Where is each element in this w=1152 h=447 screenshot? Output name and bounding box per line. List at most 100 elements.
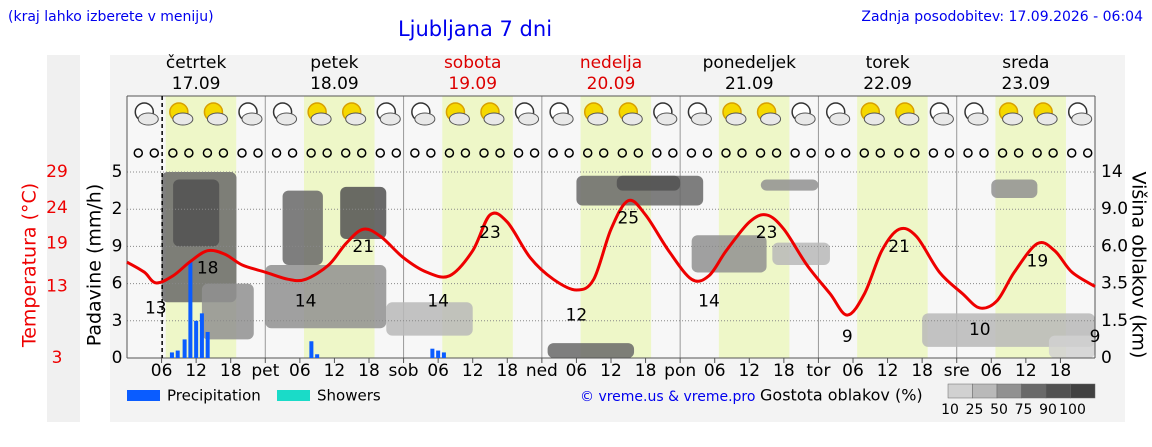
y-label: Temperatura (°C) (19, 183, 41, 348)
y2-label: Višina oblakov (km) (1128, 172, 1150, 359)
wind-mark (253, 148, 263, 158)
wind-mark (460, 148, 471, 158)
day-date: 22.09 (863, 74, 912, 94)
day-name: ponedeljek (703, 53, 797, 73)
cloud-icon (172, 112, 194, 126)
cloud-icon (483, 112, 505, 126)
wind-mark (859, 148, 870, 158)
y-tick-label: 13 (46, 276, 68, 296)
x-tick-label: 18 (773, 361, 795, 381)
precip-bar (175, 350, 180, 358)
x-tick-label: pet (251, 361, 279, 381)
density-tick-label: 50 (990, 402, 1008, 418)
extremum-label: 9 (1090, 327, 1101, 347)
precip-bar (441, 352, 446, 358)
wind-mark (840, 148, 851, 158)
density-swatch (1070, 383, 1096, 399)
cloud-icon (518, 112, 540, 126)
cloud-icon (725, 112, 747, 126)
wind-mark (548, 148, 558, 158)
precip-bar (315, 354, 320, 358)
cloud-icon (863, 112, 885, 126)
wind-mark (702, 148, 713, 158)
daylight (580, 96, 652, 358)
y-tick-label: 29 (46, 162, 68, 182)
x-tick-label: sre (944, 361, 970, 381)
precip-tick-label: 2 (112, 199, 123, 219)
cloud-icon (552, 112, 574, 126)
wind-mark (322, 148, 332, 158)
precip-tick-label: 3 (112, 311, 123, 331)
precip-bar (199, 313, 204, 358)
day-date: 18.09 (310, 74, 359, 94)
x-tick-label: 18 (635, 361, 657, 381)
wind-mark (790, 148, 800, 158)
x-tick-label: 12 (462, 361, 484, 381)
wind-mark (824, 148, 835, 158)
cloud-icon (1002, 112, 1024, 126)
x-tick-label: 18 (220, 361, 242, 381)
x-tick-label: 12 (185, 361, 207, 381)
temperature-line (126, 198, 1096, 317)
wind-mark (944, 148, 955, 158)
wind-mark (894, 148, 904, 158)
extremum-label: 14 (698, 291, 720, 311)
wind-mark (133, 148, 144, 158)
density-swatch (1021, 383, 1047, 399)
x-tick-label: 06 (842, 361, 864, 381)
day-date: 20.09 (587, 74, 636, 94)
wind-mark (910, 148, 920, 158)
cloud-icon (760, 112, 782, 126)
precip-bar (194, 320, 199, 358)
x-tick-label: 18 (496, 361, 518, 381)
day-name: petek (310, 53, 358, 73)
x-tick-label: 18 (1050, 361, 1072, 381)
cloud-icon (276, 112, 298, 126)
extremum-label: 18 (197, 259, 219, 279)
density-swatch (947, 383, 973, 399)
extremum-label: 14 (427, 291, 449, 311)
left-strip (47, 55, 80, 422)
wind-mark (356, 148, 367, 158)
wind-mark (997, 148, 1008, 158)
credit: © vreme.us & vreme.pro (580, 389, 755, 405)
precip-bar (436, 350, 441, 358)
cloud-icon (206, 112, 228, 126)
density-tick-label: 100 (1059, 402, 1086, 418)
wind-mark (598, 148, 609, 158)
y-tick-label: 19 (46, 234, 68, 254)
wind-mark (529, 148, 540, 158)
cloud-icon (1071, 112, 1093, 126)
cloud-patch (691, 235, 767, 273)
extremum-label: 21 (352, 237, 374, 257)
x-tick-label: 12 (877, 361, 899, 381)
wind-mark (755, 148, 766, 158)
y-tick-label: 24 (46, 198, 68, 218)
wind-mark (184, 148, 194, 158)
cloud-patch (547, 343, 635, 358)
wind-mark (444, 148, 455, 158)
cloud-icon (656, 112, 678, 126)
cloud-icon (1036, 112, 1058, 126)
cloud-icon (137, 112, 159, 126)
precip-tick-label: 5 (112, 162, 123, 182)
y2-tick-label: 6.0 (1101, 236, 1128, 256)
cloud-icon (587, 112, 609, 126)
daylight (857, 96, 928, 358)
x-tick-label: 06 (566, 361, 588, 381)
wind-mark (875, 148, 886, 158)
precip-bar (188, 261, 193, 358)
extremum-label: 14 (295, 291, 317, 311)
precip-tick-label: 6 (112, 274, 123, 294)
wind-mark (564, 148, 574, 158)
cloud-icon (932, 112, 954, 126)
x-tick-label: tor (806, 361, 830, 381)
wind-mark (1013, 148, 1024, 158)
y2-tick-label: 14 (1101, 162, 1123, 182)
x-tick-label: 12 (324, 361, 346, 381)
x-tick-label: 18 (358, 361, 380, 381)
precip-tick-label: 9 (112, 236, 123, 256)
wind-mark (495, 148, 505, 158)
day-name: četrtek (166, 53, 227, 73)
